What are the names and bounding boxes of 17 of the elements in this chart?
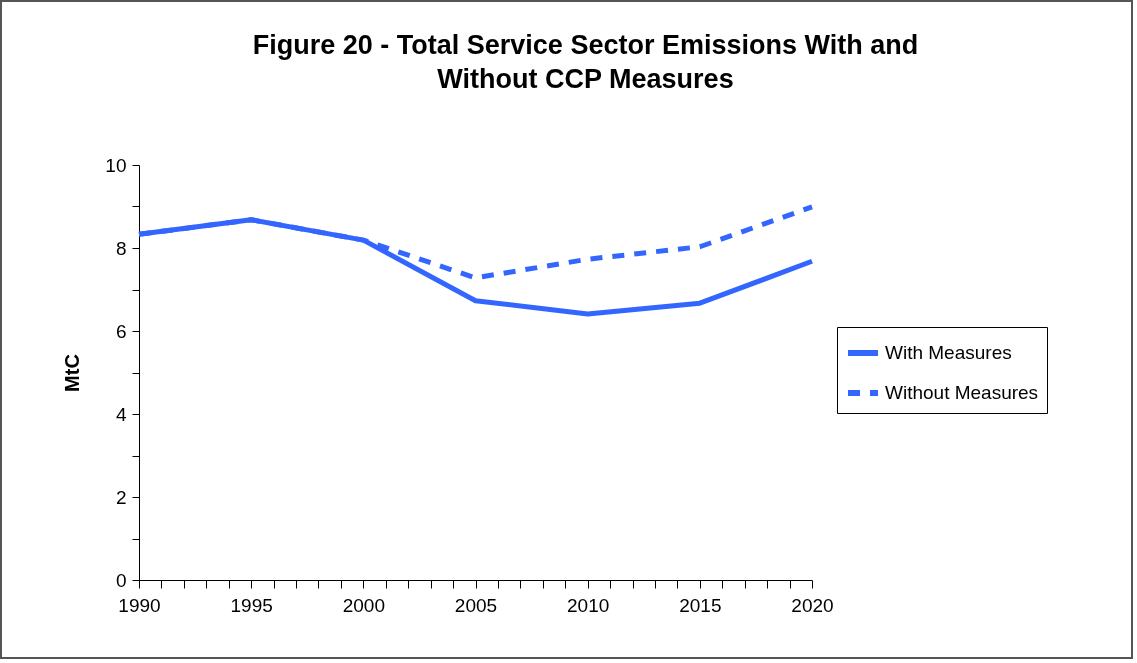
x-tick-label: 1995 [230,594,273,616]
x-tick-label: 2005 [454,594,498,616]
x-tick-label: 2010 [567,594,610,616]
y-axis-title: MtC [61,354,84,392]
y-tick-label: 2 [115,486,127,508]
y-tick-label: 8 [115,237,127,259]
chart-title: Figure 20 - Total Service Sector Emissions With and Without CCP Measures [252,30,919,94]
y-tick-label: 10 [105,154,127,176]
y-tick-label: 4 [115,403,127,425]
x-tick-label: 1990 [118,594,161,616]
x-tick-label: 2015 [679,594,722,616]
legend-label: With Measures [885,342,1012,363]
y-tick-label: 6 [115,320,127,342]
x-tick-label: 2000 [342,594,385,616]
y-tick-label: 0 [115,569,127,591]
legend-label: Without Measures [885,382,1039,403]
x-tick-label: 2020 [791,594,834,616]
